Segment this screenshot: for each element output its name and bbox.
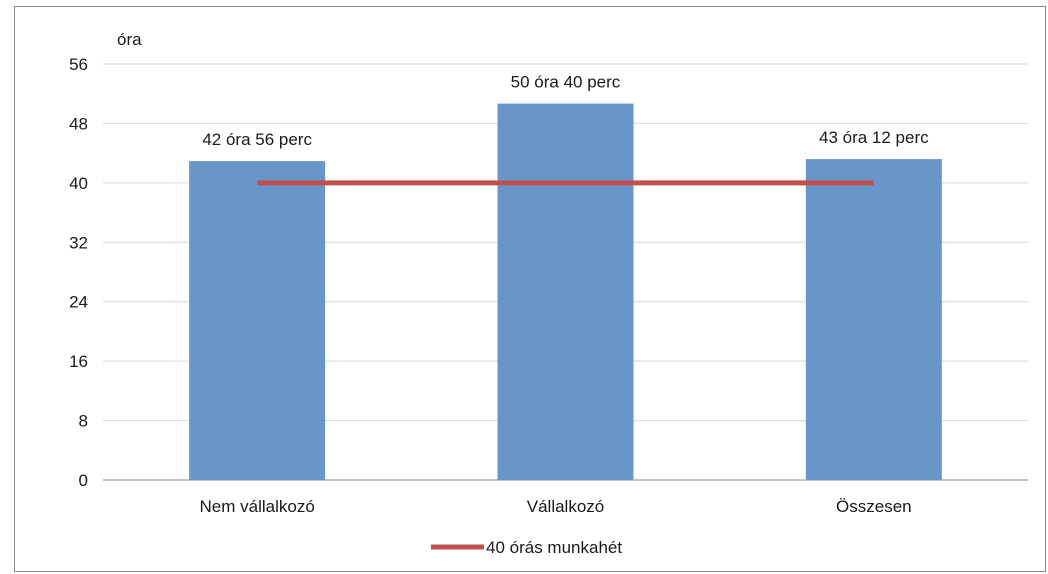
y-tick-label: 24 [69, 293, 88, 312]
x-axis-ticks: Nem vállalkozó Vállalkozó Összesen [200, 497, 912, 516]
bar [805, 159, 942, 481]
bar [497, 103, 634, 480]
y-tick-label: 56 [69, 55, 88, 74]
bar [189, 161, 326, 480]
bar-data-label: 42 óra 56 perc [202, 130, 312, 149]
bars [189, 103, 942, 481]
legend: 40 órás munkahét [431, 538, 622, 557]
bar-data-label: 43 óra 12 perc [819, 128, 929, 147]
bar-data-label: 50 óra 40 perc [511, 73, 621, 92]
y-tick-label: 48 [69, 114, 88, 133]
y-tick-label: 40 [69, 174, 88, 193]
y-axis-ticks: 0 8 16 24 32 40 48 56 [69, 55, 88, 490]
y-tick-label: 0 [79, 471, 88, 490]
y-tick-label: 32 [69, 233, 88, 252]
x-tick-label: Nem vállalkozó [200, 497, 315, 516]
bar-data-labels: 42 óra 56 perc 50 óra 40 perc 43 óra 12 pe… [202, 73, 929, 149]
x-tick-label: Vállalkozó [527, 497, 605, 516]
x-tick-label: Összesen [836, 497, 912, 516]
y-tick-label: 16 [69, 352, 88, 371]
legend-label: 40 órás munkahét [486, 538, 622, 557]
y-axis-label: óra [117, 30, 142, 49]
y-tick-label: 8 [79, 412, 88, 431]
